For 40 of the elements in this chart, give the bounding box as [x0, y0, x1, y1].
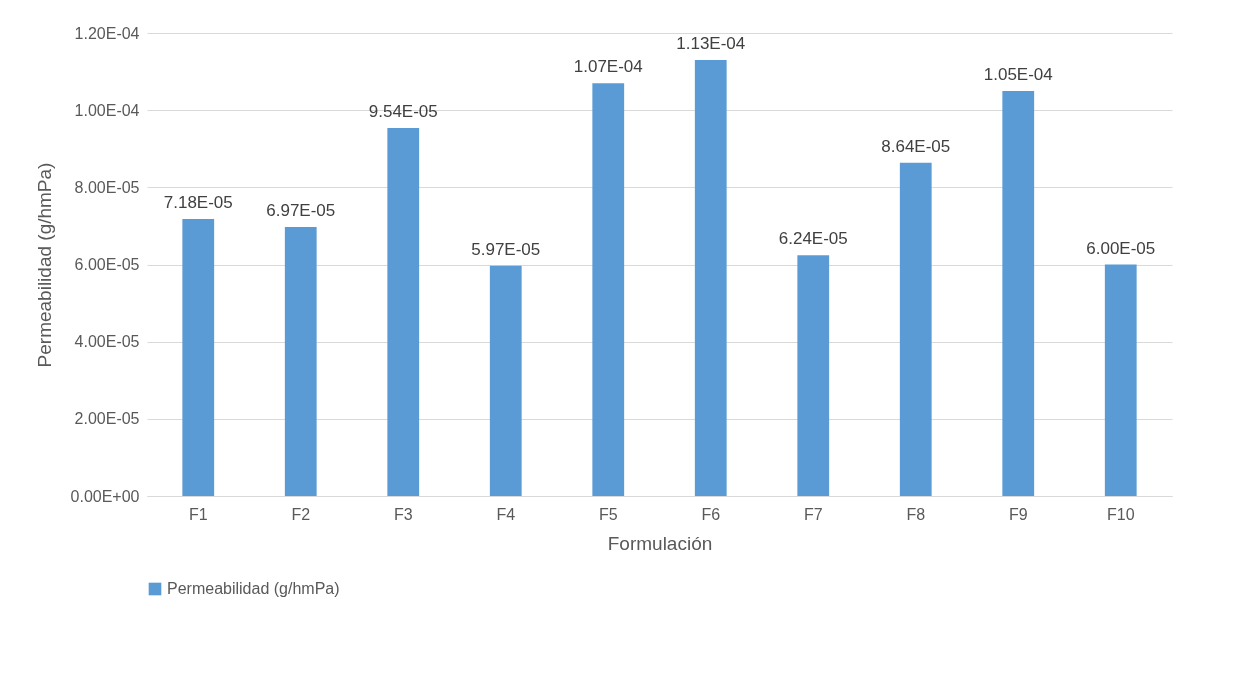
data-label: 6.00E-05	[1086, 238, 1156, 258]
y-tick-label: 0.00E+00	[70, 487, 140, 505]
bar	[284, 227, 317, 496]
data-label: 7.18E-05	[163, 192, 233, 212]
bar	[1002, 90, 1035, 496]
y-tick-label: 1.20E-04	[74, 24, 140, 42]
x-tick-label: F9	[1008, 505, 1028, 523]
bar	[1104, 264, 1137, 496]
bar	[899, 162, 932, 496]
data-label: 8.64E-05	[881, 136, 951, 156]
bar	[489, 265, 522, 496]
data-label: 1.05E-04	[983, 64, 1053, 84]
x-tick-label: F3	[393, 505, 413, 523]
data-label: 1.13E-04	[676, 34, 746, 54]
x-tick-label: F10	[1106, 505, 1135, 523]
x-tick-label: F2	[291, 505, 311, 523]
y-tick-label: 1.00E-04	[74, 101, 140, 119]
bar	[182, 218, 215, 496]
x-tick-label: F5	[598, 505, 618, 523]
bar	[797, 255, 830, 496]
x-tick-label: F8	[906, 505, 926, 523]
y-tick-label: 2.00E-05	[74, 410, 140, 428]
data-label: 5.97E-05	[471, 239, 541, 259]
data-label: 9.54E-05	[368, 101, 438, 121]
y-axis-title: Permeabilidad (g/hmPa)	[33, 162, 55, 368]
bar	[387, 127, 420, 496]
x-tick-label: F6	[701, 505, 721, 523]
bar	[694, 60, 727, 496]
x-axis-title: Formulación	[607, 532, 713, 554]
data-label: 1.07E-04	[573, 57, 643, 77]
x-tick-label: F4	[496, 505, 516, 523]
x-tick-label: F1	[188, 505, 208, 523]
data-label: 6.24E-05	[778, 229, 848, 249]
y-tick-label: 4.00E-05	[74, 333, 140, 351]
legend-label: Permeabilidad (g/hmPa)	[167, 580, 340, 597]
x-tick-label: F7	[803, 505, 823, 523]
bar	[592, 83, 625, 496]
y-tick-label: 8.00E-05	[74, 178, 140, 196]
y-tick-label: 6.00E-05	[74, 256, 140, 273]
data-label: 6.97E-05	[266, 201, 336, 221]
